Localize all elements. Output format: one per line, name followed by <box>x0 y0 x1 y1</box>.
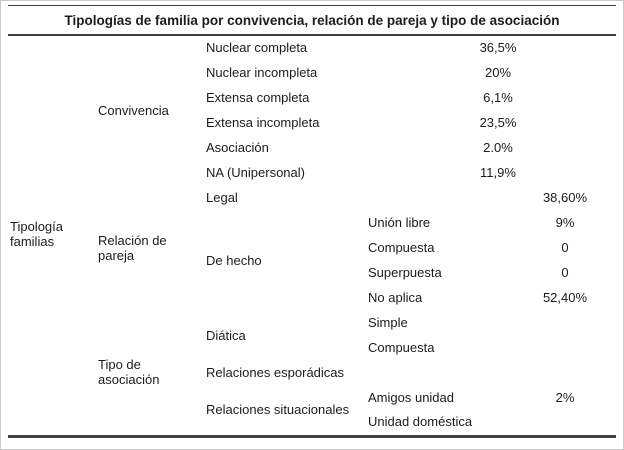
value-cell: 2.0% <box>483 140 513 156</box>
subcategory-diatica: Diática <box>206 327 246 343</box>
spacer-cell <box>530 86 616 111</box>
item-label: Compuesta <box>368 240 435 256</box>
spacer-cell <box>466 186 530 211</box>
spacer-cell <box>530 161 616 186</box>
table-row: Compuesta 0 <box>8 236 616 261</box>
spacer-cell <box>366 61 466 86</box>
table-row: Relación de pareja Legal 38,60% <box>8 186 616 262</box>
subcategory-relaciones-esporadicas: Relaciones esporádicas <box>206 365 345 381</box>
spacer-cell <box>466 361 530 386</box>
value-cell: 2% <box>555 390 575 406</box>
spacer-cell <box>466 261 530 286</box>
table-row: Asociación 2.0% <box>8 136 616 161</box>
value-cell: 0 <box>561 265 569 281</box>
spacer-cell <box>366 36 466 61</box>
table-row: Tipo de asociación Diática Simple <box>8 311 616 387</box>
spacer-cell <box>366 136 466 161</box>
value-cell: 6,1% <box>483 90 513 106</box>
spacer-cell <box>466 286 530 311</box>
spacer-cell <box>530 136 616 161</box>
table-row: Extensa completa 6,1% <box>8 86 616 111</box>
subcategory-de-hecho: De hecho <box>206 252 262 268</box>
item-label: Unidad doméstica <box>368 414 473 430</box>
table-row: Compuesta <box>8 336 616 361</box>
spacer-cell <box>530 311 616 336</box>
table-row: De hecho Unión libre 9% <box>8 211 616 267</box>
item-label: Extensa completa <box>206 90 310 106</box>
item-label: Legal <box>206 190 238 206</box>
spacer-cell <box>530 61 616 86</box>
value-cell: 36,5% <box>479 40 517 56</box>
category-tipo-de-asociacion: Tipo de asociación <box>98 356 160 387</box>
spacer-cell <box>366 161 466 186</box>
item-label: Nuclear incompleta <box>206 65 318 81</box>
item-label: Simple <box>368 315 408 331</box>
spacer-cell <box>366 111 466 136</box>
table-row: Relaciones situacionales Amigos unidad 2… <box>8 386 616 417</box>
spacer-cell <box>466 411 530 436</box>
value-cell: 38,60% <box>542 190 588 206</box>
table-row: Superpuesta 0 <box>8 261 616 286</box>
item-label: No aplica <box>368 290 423 306</box>
category-relacion-de-pareja: Relación de pareja <box>98 232 167 263</box>
table-row: Relaciones esporádicas <box>8 361 616 386</box>
spacer-cell <box>530 36 616 61</box>
table-row: Tipología familias Convivencia Nuclear c… <box>8 36 616 249</box>
value-cell: 20% <box>484 65 512 81</box>
root-label: Tipología familias <box>10 219 63 250</box>
spacer-cell <box>366 86 466 111</box>
value-cell: 11,9% <box>480 165 516 181</box>
spacer-cell <box>466 236 530 261</box>
spacer-cell <box>466 336 530 361</box>
spacer-cell <box>530 336 616 361</box>
item-label: NA (Unipersonal) <box>206 165 305 181</box>
table-title: Tipologías de familia por convivencia, r… <box>8 5 616 36</box>
spacer-cell <box>466 386 530 411</box>
item-label: Compuesta <box>368 340 435 356</box>
item-label: Nuclear completa <box>206 40 308 56</box>
table-row: Extensa incompleta 23,5% <box>8 111 616 136</box>
spacer-cell <box>530 361 616 386</box>
spacer-cell <box>530 411 616 436</box>
table-row: NA (Unipersonal) 11,9% <box>8 161 616 186</box>
item-label: Unión libre <box>368 215 431 231</box>
spacer-cell <box>366 186 466 211</box>
spacer-cell <box>366 361 466 386</box>
item-label: Asociación <box>206 140 269 156</box>
item-label: Extensa incompleta <box>206 115 320 131</box>
value-cell: 52,40% <box>542 290 588 306</box>
category-convivencia: Convivencia <box>98 102 169 118</box>
spacer-cell <box>466 311 530 336</box>
spacer-cell <box>466 211 530 236</box>
item-label: Amigos unidad <box>368 390 454 406</box>
spacer-cell <box>530 111 616 136</box>
table-row: Unidad doméstica <box>8 411 616 436</box>
table-row: Nuclear incompleta 20% <box>8 61 616 86</box>
value-cell: 23,5% <box>479 115 517 131</box>
typology-table: Tipología familias Convivencia Nuclear c… <box>8 36 616 438</box>
value-cell: 0 <box>561 240 569 256</box>
item-label: Superpuesta <box>368 265 442 281</box>
value-cell: 9% <box>555 215 575 231</box>
table-row: No aplica 52,40% <box>8 286 616 311</box>
subcategory-relaciones-situacionales: Relaciones situacionales <box>206 401 350 417</box>
